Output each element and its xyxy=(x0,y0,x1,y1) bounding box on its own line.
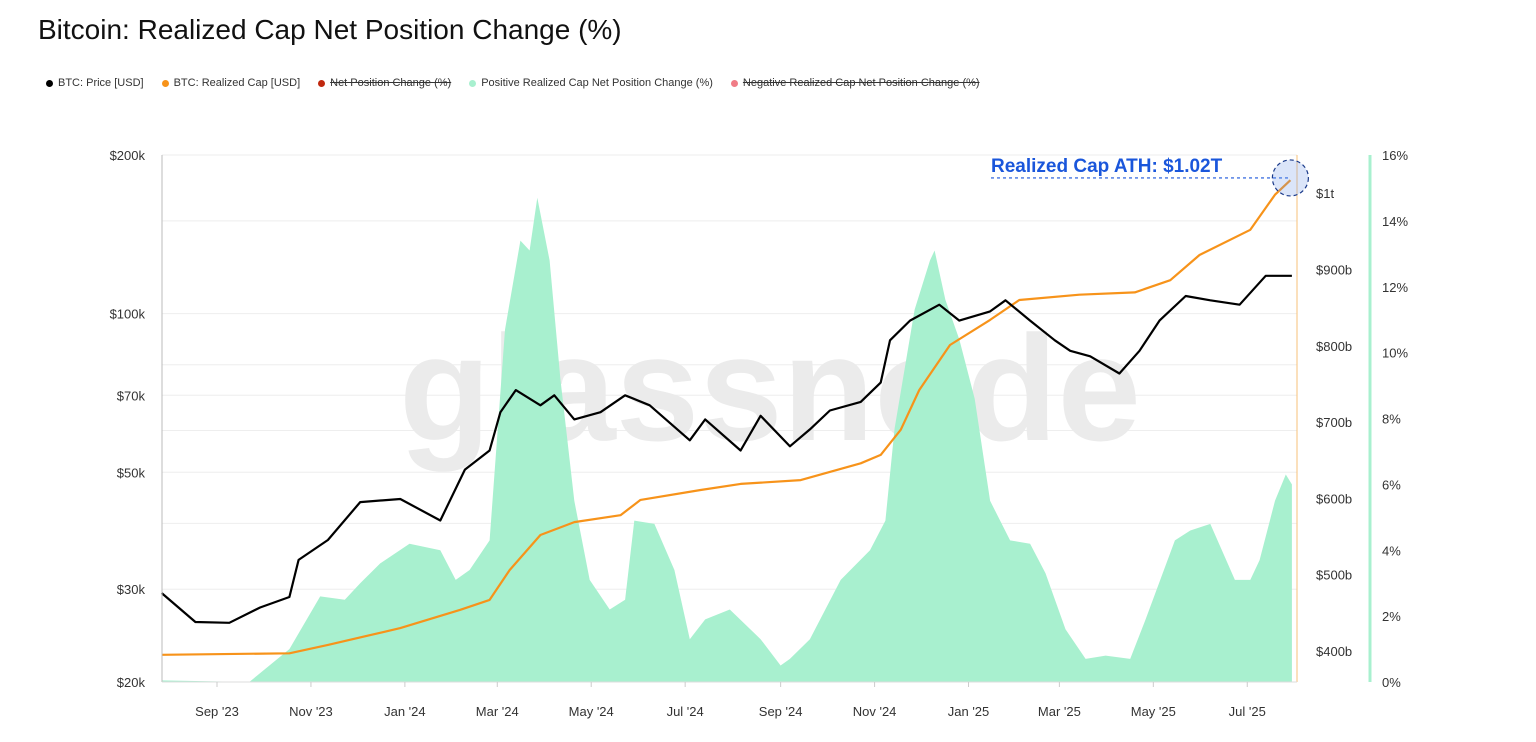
percent-tick-label: 8% xyxy=(1382,412,1401,427)
percent-tick-label: 16% xyxy=(1382,148,1408,163)
x-tick-label: Mar '25 xyxy=(1038,704,1081,719)
x-tick-label: Jan '25 xyxy=(948,704,990,719)
legend-item[interactable]: Positive Realized Cap Net Position Chang… xyxy=(469,77,713,89)
realized-cap-tick-label: $400b xyxy=(1316,644,1352,659)
price-tick-label: $200k xyxy=(110,148,146,163)
price-tick-label: $50k xyxy=(117,465,146,480)
realized-cap-tick-label: $1t xyxy=(1316,186,1334,201)
legend-item[interactable]: BTC: Realized Cap [USD] xyxy=(161,77,301,89)
legend-item[interactable]: Negative Realized Cap Net Position Chang… xyxy=(730,77,980,89)
percent-tick-label: 4% xyxy=(1382,543,1401,558)
x-tick-label: May '25 xyxy=(1131,704,1176,719)
price-tick-label: $100k xyxy=(110,307,146,322)
price-line xyxy=(160,274,1292,624)
realized-cap-tick-label: $900b xyxy=(1316,263,1352,278)
realized-cap-tick-label: $600b xyxy=(1316,491,1352,506)
legend-label: Net Position Change (%) xyxy=(330,77,452,89)
x-tick-label: Sep '23 xyxy=(195,704,239,719)
legend-label: BTC: Price [USD] xyxy=(58,77,144,89)
price-tick-label: $30k xyxy=(117,582,146,597)
legend-label: Positive Realized Cap Net Position Chang… xyxy=(481,77,713,89)
x-tick-label: Jul '25 xyxy=(1229,704,1266,719)
price-tick-label: $20k xyxy=(117,675,146,690)
legend-item[interactable]: BTC: Price [USD] xyxy=(46,77,144,89)
legend: BTC: Price [USD] BTC: Realized Cap [USD] N… xyxy=(46,77,998,89)
legend-label: Negative Realized Cap Net Position Chang… xyxy=(742,77,980,89)
percent-tick-label: 0% xyxy=(1382,675,1401,690)
x-tick-label: Jan '24 xyxy=(384,704,426,719)
x-tick-label: Sep '24 xyxy=(759,704,803,719)
x-tick-label: Mar '24 xyxy=(476,704,519,719)
legend-dot-icon xyxy=(469,79,477,87)
price-tick-label: $70k xyxy=(117,388,146,403)
chart-title: Bitcoin: Realized Cap Net Position Chang… xyxy=(38,14,622,45)
realized-cap-tick-label: $700b xyxy=(1316,415,1352,430)
legend-item[interactable]: Net Position Change (%) xyxy=(318,77,451,89)
percent-tick-label: 2% xyxy=(1382,609,1401,624)
legend-dot-icon xyxy=(46,79,53,87)
legend-dot-icon xyxy=(161,79,169,87)
ath-annotation-label: Realized Cap ATH: $1.02T xyxy=(991,156,1223,177)
legend-dot-icon xyxy=(730,79,738,87)
x-tick-label: Nov '23 xyxy=(289,704,333,719)
realized-cap-tick-label: $800b xyxy=(1316,339,1352,354)
legend-label: BTC: Realized Cap [USD] xyxy=(173,77,301,89)
percent-tick-label: 14% xyxy=(1382,214,1408,229)
ath-highlight-circle xyxy=(1271,159,1309,197)
percent-tick-label: 12% xyxy=(1382,280,1408,295)
x-tick-label: May '24 xyxy=(569,704,614,719)
percent-tick-label: 10% xyxy=(1382,346,1408,361)
percent-tick-label: 6% xyxy=(1382,477,1401,492)
legend-dot-icon xyxy=(318,79,326,87)
realized-cap-tick-label: $500b xyxy=(1316,568,1352,583)
x-tick-label: Nov '24 xyxy=(853,704,897,719)
x-tick-label: Jul '24 xyxy=(667,704,704,719)
realized-cap-line xyxy=(161,179,1292,656)
net-position-change-area xyxy=(161,197,1292,683)
